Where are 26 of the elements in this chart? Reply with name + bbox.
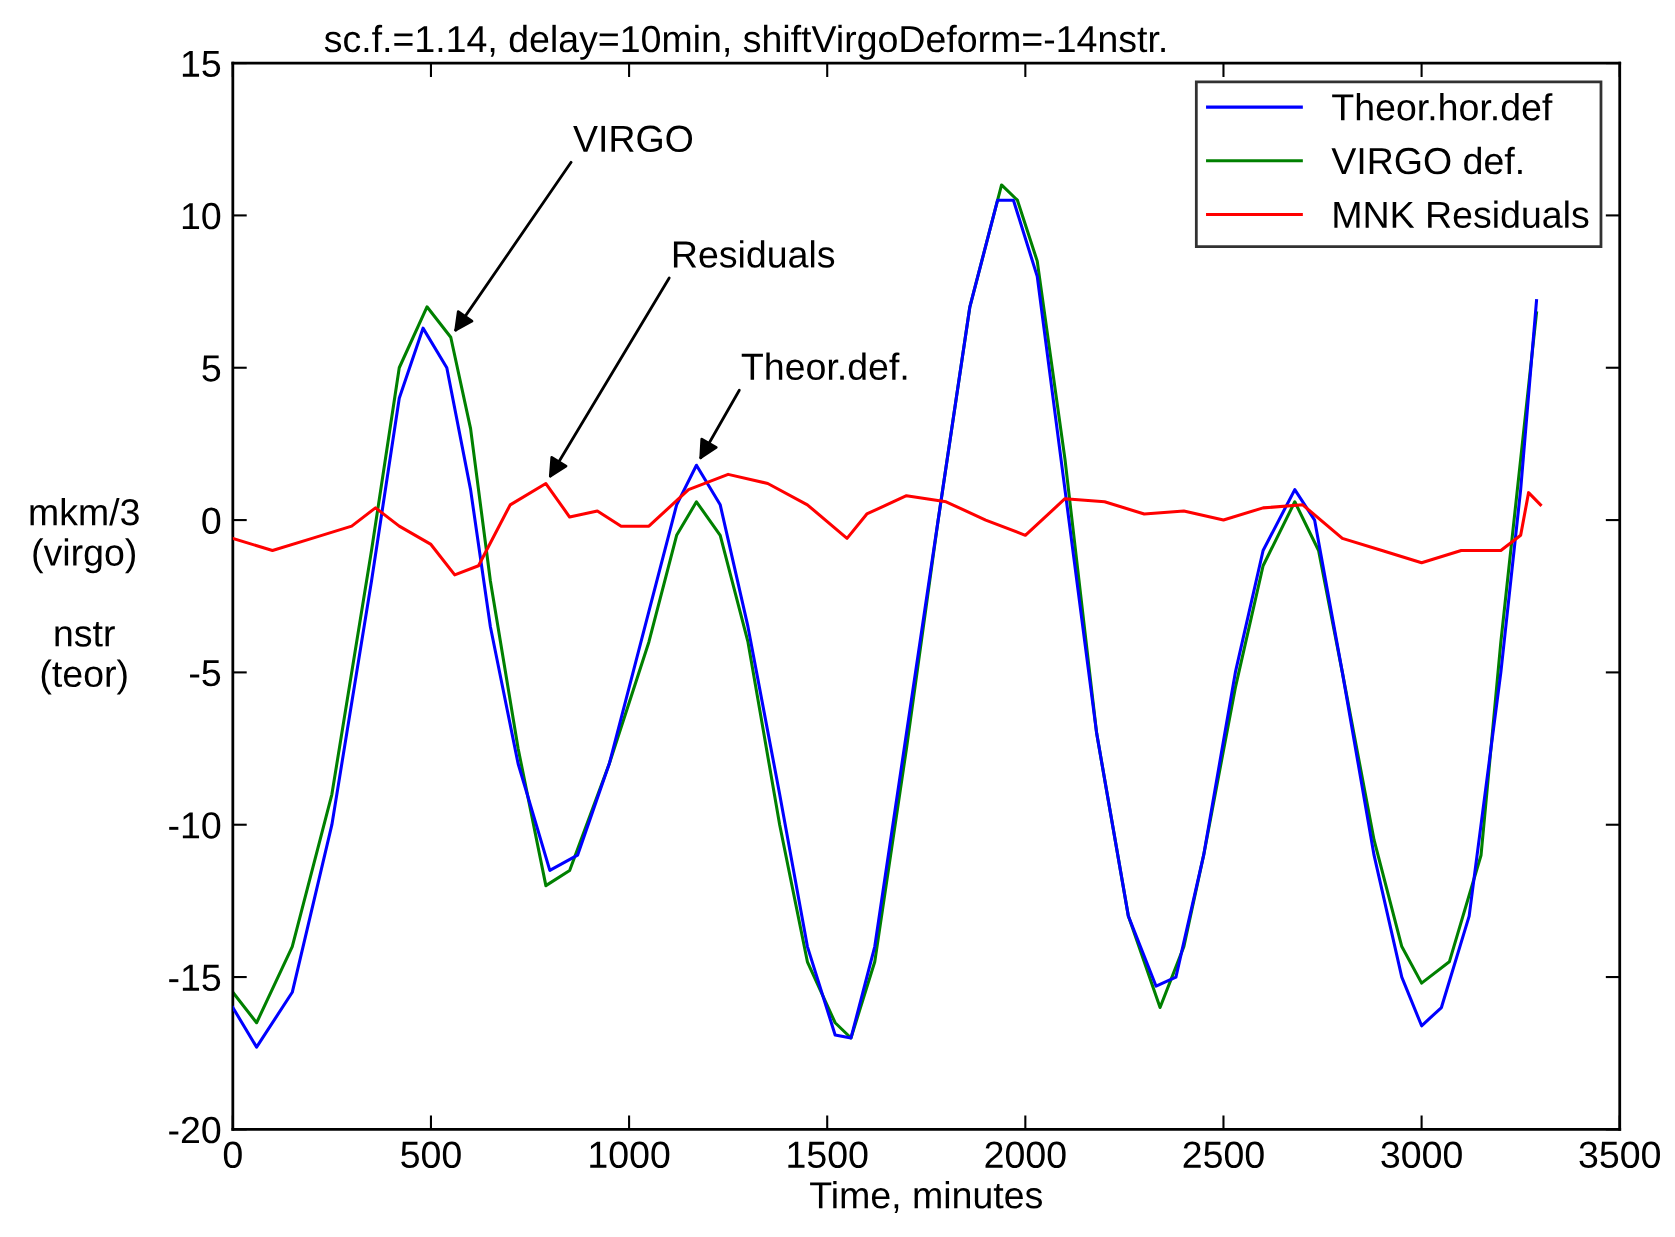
x-axis-title: Time, minutes — [810, 1181, 1042, 1213]
annotation: Theor.def. — [741, 352, 907, 381]
text: mkm/3 (virgo) nstr (teor) — [30, 497, 139, 695]
y-tick-label: -5 — [190, 660, 221, 687]
annotation: Residuals — [673, 240, 835, 268]
y-tick-label: 10 — [182, 202, 221, 230]
y-tick-label: -15 — [169, 964, 221, 992]
y-tick-label: 15 — [182, 50, 221, 78]
legend-label: VIRGO def. — [1331, 146, 1522, 175]
x-tick-label: 3500 — [1579, 1141, 1660, 1169]
line-series — [232, 472, 1542, 577]
y-tick-label: 0 — [202, 507, 221, 535]
x-tick-label: 3000 — [1381, 1141, 1462, 1169]
legend-label: MNK Residuals — [1334, 200, 1589, 229]
x-tick-label: 1000 — [590, 1141, 670, 1169]
y-tick-label: -20 — [169, 1116, 221, 1144]
y-tick-label: -10 — [169, 812, 221, 839]
x-tick-label: 500 — [401, 1141, 461, 1169]
x-tick-label: 2500 — [1183, 1141, 1264, 1169]
x-tick-label: 1500 — [788, 1141, 868, 1169]
chart-title: sc.f.=1.14, delay=10min, shiftVirgoDeform=-14nstr. — [324, 24, 1165, 60]
x-tick-label: 0 — [223, 1141, 242, 1169]
x-tick-label: 2000 — [985, 1141, 1066, 1169]
annotation: VIRGO — [573, 125, 693, 153]
y-tick-label: 5 — [202, 355, 221, 382]
legend-label: Theor.hor.def — [1332, 93, 1553, 121]
